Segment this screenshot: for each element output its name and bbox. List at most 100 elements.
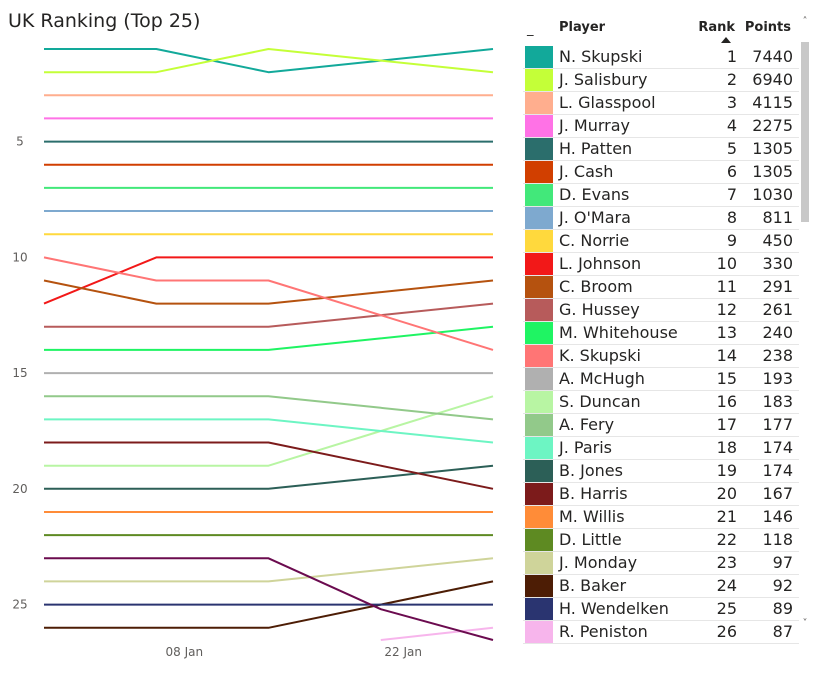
legend-row[interactable]: J. Paris 18 174: [523, 437, 799, 460]
legend-row[interactable]: J. O'Mara 8 811: [523, 207, 799, 230]
player-points: 89: [772, 599, 793, 618]
legend-row[interactable]: B. Baker 24 92: [523, 575, 799, 598]
player-points: 183: [762, 392, 793, 411]
series-line-22[interactable]: [44, 557, 494, 583]
legend-row[interactable]: J. Salisbury 2 6940: [523, 69, 799, 92]
legend-row[interactable]: C. Broom 11 291: [523, 276, 799, 299]
color-swatch: [525, 621, 553, 643]
legend-row[interactable]: L. Glasspool 3 4115: [523, 92, 799, 115]
legend-row[interactable]: R. Peniston 26 87: [523, 621, 799, 644]
player-points: 7440: [752, 47, 793, 66]
player-name: A. Fery: [559, 415, 615, 434]
player-points: 450: [762, 231, 793, 250]
player-rank: 1: [726, 47, 737, 66]
series-lines: [43, 48, 494, 641]
legend-row[interactable]: A. McHugh 15 193: [523, 368, 799, 391]
player-name: K. Skupski: [559, 346, 641, 365]
series-line-16[interactable]: [44, 395, 494, 421]
series-line-19[interactable]: [44, 441, 494, 490]
series-line-17[interactable]: [44, 418, 494, 444]
player-points: 118: [762, 530, 793, 549]
player-rank: 21: [716, 507, 737, 526]
color-swatch: [525, 345, 553, 367]
series-line-12[interactable]: [44, 325, 494, 351]
player-name: N. Skupski: [559, 47, 643, 66]
legend-row[interactable]: D. Little 22 118: [523, 529, 799, 552]
player-name: B. Harris: [559, 484, 628, 503]
legend-row[interactable]: B. Jones 19 174: [523, 460, 799, 483]
player-name: J. Salisbury: [559, 70, 648, 89]
player-name: L. Johnson: [559, 254, 642, 273]
scroll-up-icon[interactable]: ˄: [802, 16, 808, 27]
legend-row[interactable]: J. Murray 4 2275: [523, 115, 799, 138]
player-name: M. Willis: [559, 507, 625, 526]
scroll-down-icon[interactable]: ˅: [802, 618, 808, 629]
color-swatch: [525, 391, 553, 413]
legend-row[interactable]: G. Hussey 12 261: [523, 299, 799, 322]
legend-row[interactable]: H. Wendelken 25 89: [523, 598, 799, 621]
player-name: H. Patten: [559, 139, 633, 158]
series-line-11[interactable]: [44, 302, 494, 328]
player-rank: 15: [716, 369, 737, 388]
y-tick-label: 10: [12, 250, 27, 264]
legend-row[interactable]: J. Cash 6 1305: [523, 161, 799, 184]
legend-row[interactable]: A. Fery 17 177: [523, 414, 799, 437]
series-line-18[interactable]: [44, 464, 494, 490]
player-points: 2275: [752, 116, 793, 135]
series-line-26[interactable]: [44, 557, 494, 641]
player-rank: 10: [716, 254, 737, 273]
legend-row[interactable]: S. Duncan 16 183: [523, 391, 799, 414]
color-swatch: [525, 230, 553, 252]
player-rank: 9: [726, 231, 737, 250]
legend-row[interactable]: C. Norrie 9 450: [523, 230, 799, 253]
player-points: 97: [772, 553, 793, 572]
legend-row[interactable]: H. Patten 5 1305: [523, 138, 799, 161]
color-swatch: [525, 46, 553, 68]
series-line-25[interactable]: [380, 626, 494, 641]
color-swatch: [525, 575, 553, 597]
series-line-1[interactable]: [44, 48, 494, 74]
color-swatch: [525, 253, 553, 275]
ranking-line-chart: 5 10 15 20 25 08 Jan 22 Jan: [12, 48, 494, 659]
legend-scrollbar[interactable]: ˄ ˅: [799, 16, 811, 632]
legend-row[interactable]: L. Johnson 10 330: [523, 253, 799, 276]
player-name: C. Norrie: [559, 231, 630, 250]
series-line-15[interactable]: [44, 395, 494, 467]
player-points: 174: [762, 461, 793, 480]
color-swatch: [525, 414, 553, 436]
player-points: 240: [762, 323, 793, 342]
series-line-0[interactable]: [44, 48, 494, 74]
header-rank[interactable]: Rank: [698, 20, 735, 35]
player-rank: 23: [716, 553, 737, 572]
y-axis-tick-labels: 5 10 15 20 25: [12, 135, 27, 612]
legend-row[interactable]: K. Skupski 14 238: [523, 345, 799, 368]
header-points[interactable]: Points: [744, 20, 791, 35]
player-rank: 8: [726, 208, 737, 227]
series-line-10[interactable]: [43, 279, 494, 305]
player-name: S. Duncan: [559, 392, 641, 411]
legend-row[interactable]: M. Willis 21 146: [523, 506, 799, 529]
color-swatch: [525, 276, 553, 298]
scroll-thumb[interactable]: [801, 42, 809, 222]
header-player[interactable]: Player: [559, 20, 606, 35]
color-swatch: [525, 552, 553, 574]
player-points: 330: [762, 254, 793, 273]
player-points: 1305: [752, 162, 793, 181]
legend-row[interactable]: B. Harris 20 167: [523, 483, 799, 506]
color-swatch: [525, 506, 553, 528]
x-axis-tick-labels: 08 Jan 22 Jan: [166, 645, 422, 659]
player-name: B. Jones: [559, 461, 623, 480]
legend-row[interactable]: D. Evans 7 1030: [523, 184, 799, 207]
series-line-23[interactable]: [44, 580, 494, 629]
series-line-13[interactable]: [43, 256, 494, 351]
player-rank: 20: [716, 484, 737, 503]
header-swatch[interactable]: _: [527, 22, 534, 37]
player-rank: 26: [716, 622, 737, 641]
legend-row[interactable]: J. Monday 23 97: [523, 552, 799, 575]
player-rank: 3: [726, 93, 737, 112]
legend-row[interactable]: M. Whitehouse 13 240: [523, 322, 799, 345]
legend-row[interactable]: N. Skupski 1 7440: [523, 46, 799, 69]
color-swatch: [525, 184, 553, 206]
player-points: 92: [772, 576, 793, 595]
color-swatch: [525, 299, 553, 321]
